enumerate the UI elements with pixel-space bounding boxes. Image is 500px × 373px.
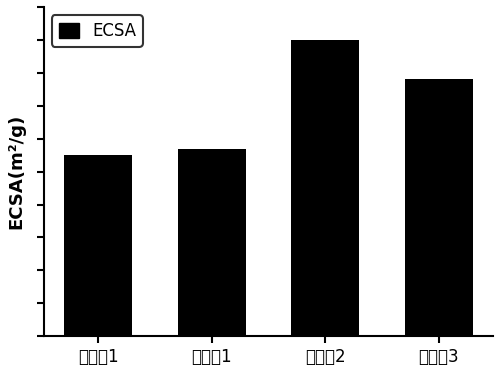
- Y-axis label: ECSA(m²/g): ECSA(m²/g): [7, 114, 25, 229]
- Bar: [291, 40, 359, 336]
- Bar: [404, 79, 472, 336]
- Bar: [178, 148, 246, 336]
- Bar: [64, 155, 132, 336]
- Legend: ECSA: ECSA: [52, 15, 142, 47]
